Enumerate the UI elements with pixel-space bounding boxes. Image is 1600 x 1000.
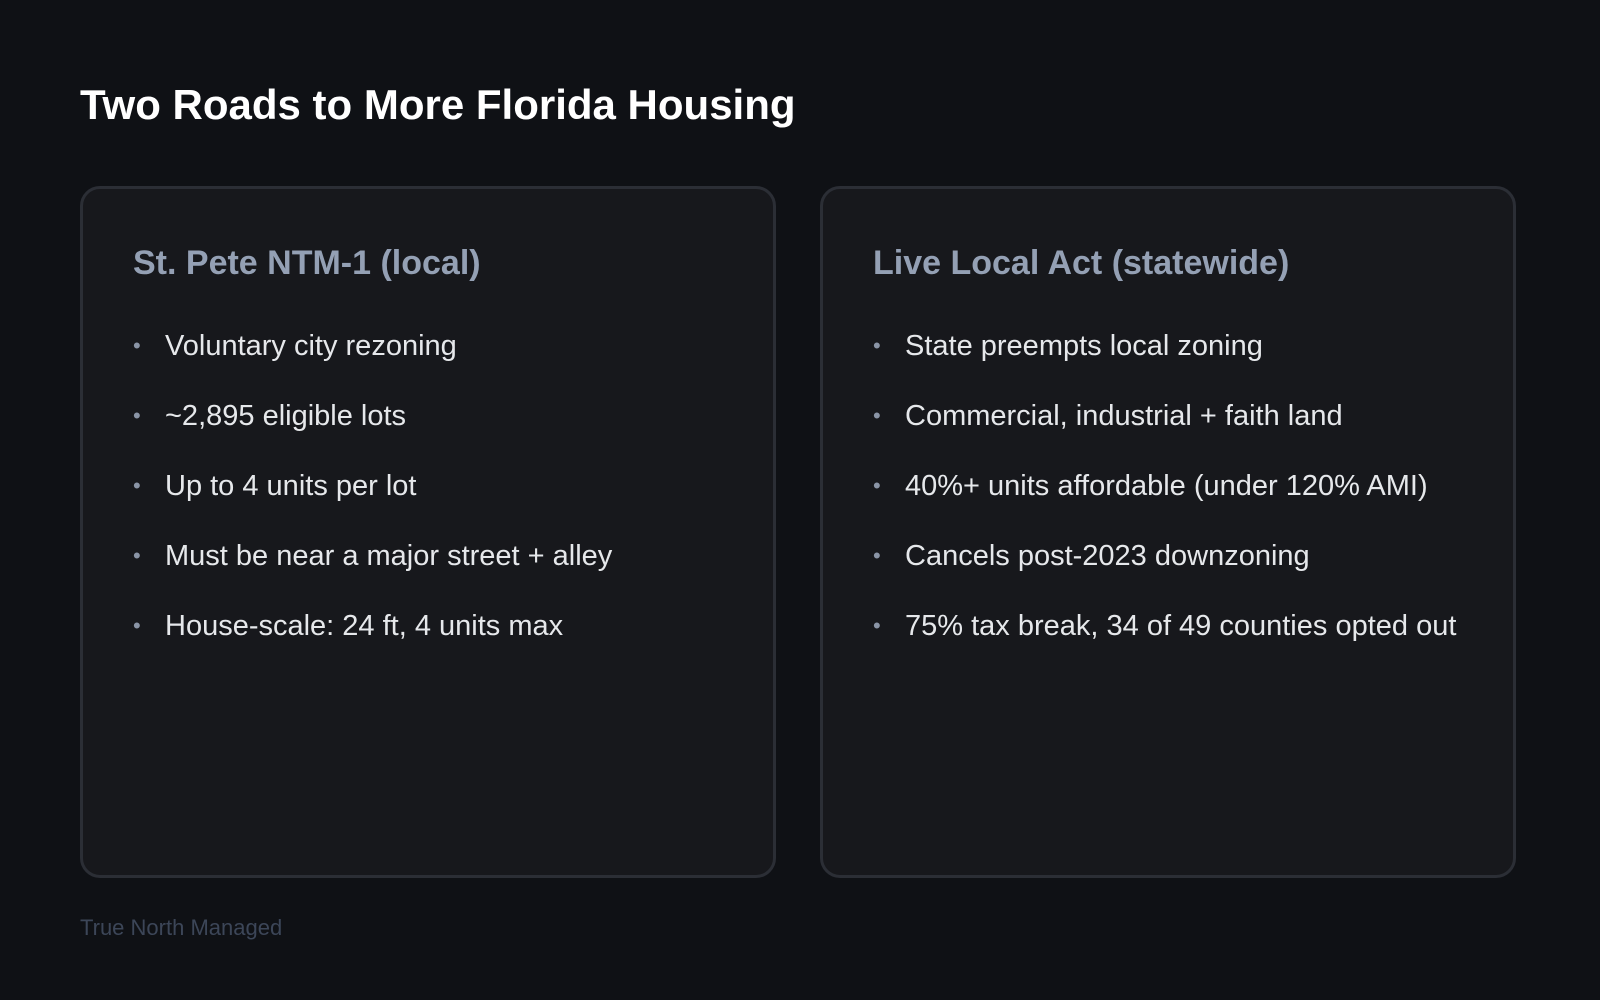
page-title: Two Roads to More Florida Housing — [80, 81, 796, 128]
list-item: • ~2,895 eligible lots — [133, 395, 725, 437]
bullet-text: 75% tax break, 34 of 49 counties opted o… — [905, 610, 1457, 642]
bullet-text: State preempts local zoning — [905, 330, 1263, 362]
bullet-text: Up to 4 units per lot — [165, 470, 417, 502]
bullet-icon: • — [133, 543, 141, 568]
bullet-icon: • — [873, 333, 881, 358]
bullet-text: Voluntary city rezoning — [165, 330, 457, 362]
bullet-list: • Voluntary city rezoning • ~2,895 eligi… — [133, 325, 725, 647]
list-item: • Up to 4 units per lot — [133, 465, 725, 507]
bullet-text: Must be near a major street + alley — [165, 540, 613, 572]
footer-brand: True North Managed — [80, 915, 283, 940]
list-item: • Must be near a major street + alley — [133, 535, 725, 577]
bullet-icon: • — [873, 473, 881, 498]
list-item: • State preempts local zoning — [873, 325, 1465, 367]
bullet-icon: • — [873, 613, 881, 638]
card-heading: St. Pete NTM-1 (local) — [133, 244, 481, 282]
bullet-icon: • — [873, 403, 881, 428]
list-item: • Commercial, industrial + faith land — [873, 395, 1465, 437]
card-heading: Live Local Act (statewide) — [873, 244, 1290, 282]
card-live-local-act: Live Local Act (statewide) • State preem… — [820, 186, 1516, 878]
bullet-icon: • — [133, 613, 141, 638]
bullet-icon: • — [133, 403, 141, 428]
bullet-text: Commercial, industrial + faith land — [905, 400, 1343, 432]
list-item: • 75% tax break, 34 of 49 counties opted… — [873, 605, 1465, 647]
list-item: • House-scale: 24 ft, 4 units max — [133, 605, 725, 647]
bullet-list: • State preempts local zoning • Commerci… — [873, 325, 1465, 647]
bullet-text: ~2,895 eligible lots — [165, 400, 407, 432]
bullet-text: House-scale: 24 ft, 4 units max — [165, 610, 564, 642]
bullet-text: 40%+ units affordable (under 120% AMI) — [905, 470, 1428, 502]
list-item: • Voluntary city rezoning — [133, 325, 725, 367]
bullet-icon: • — [873, 543, 881, 568]
list-item: • Cancels post-2023 downzoning — [873, 535, 1465, 577]
bullet-icon: • — [133, 473, 141, 498]
bullet-text: Cancels post-2023 downzoning — [905, 540, 1310, 572]
card-st-pete-ntm1: St. Pete NTM-1 (local) • Voluntary city … — [80, 186, 776, 878]
list-item: • 40%+ units affordable (under 120% AMI) — [873, 465, 1465, 507]
bullet-icon: • — [133, 333, 141, 358]
